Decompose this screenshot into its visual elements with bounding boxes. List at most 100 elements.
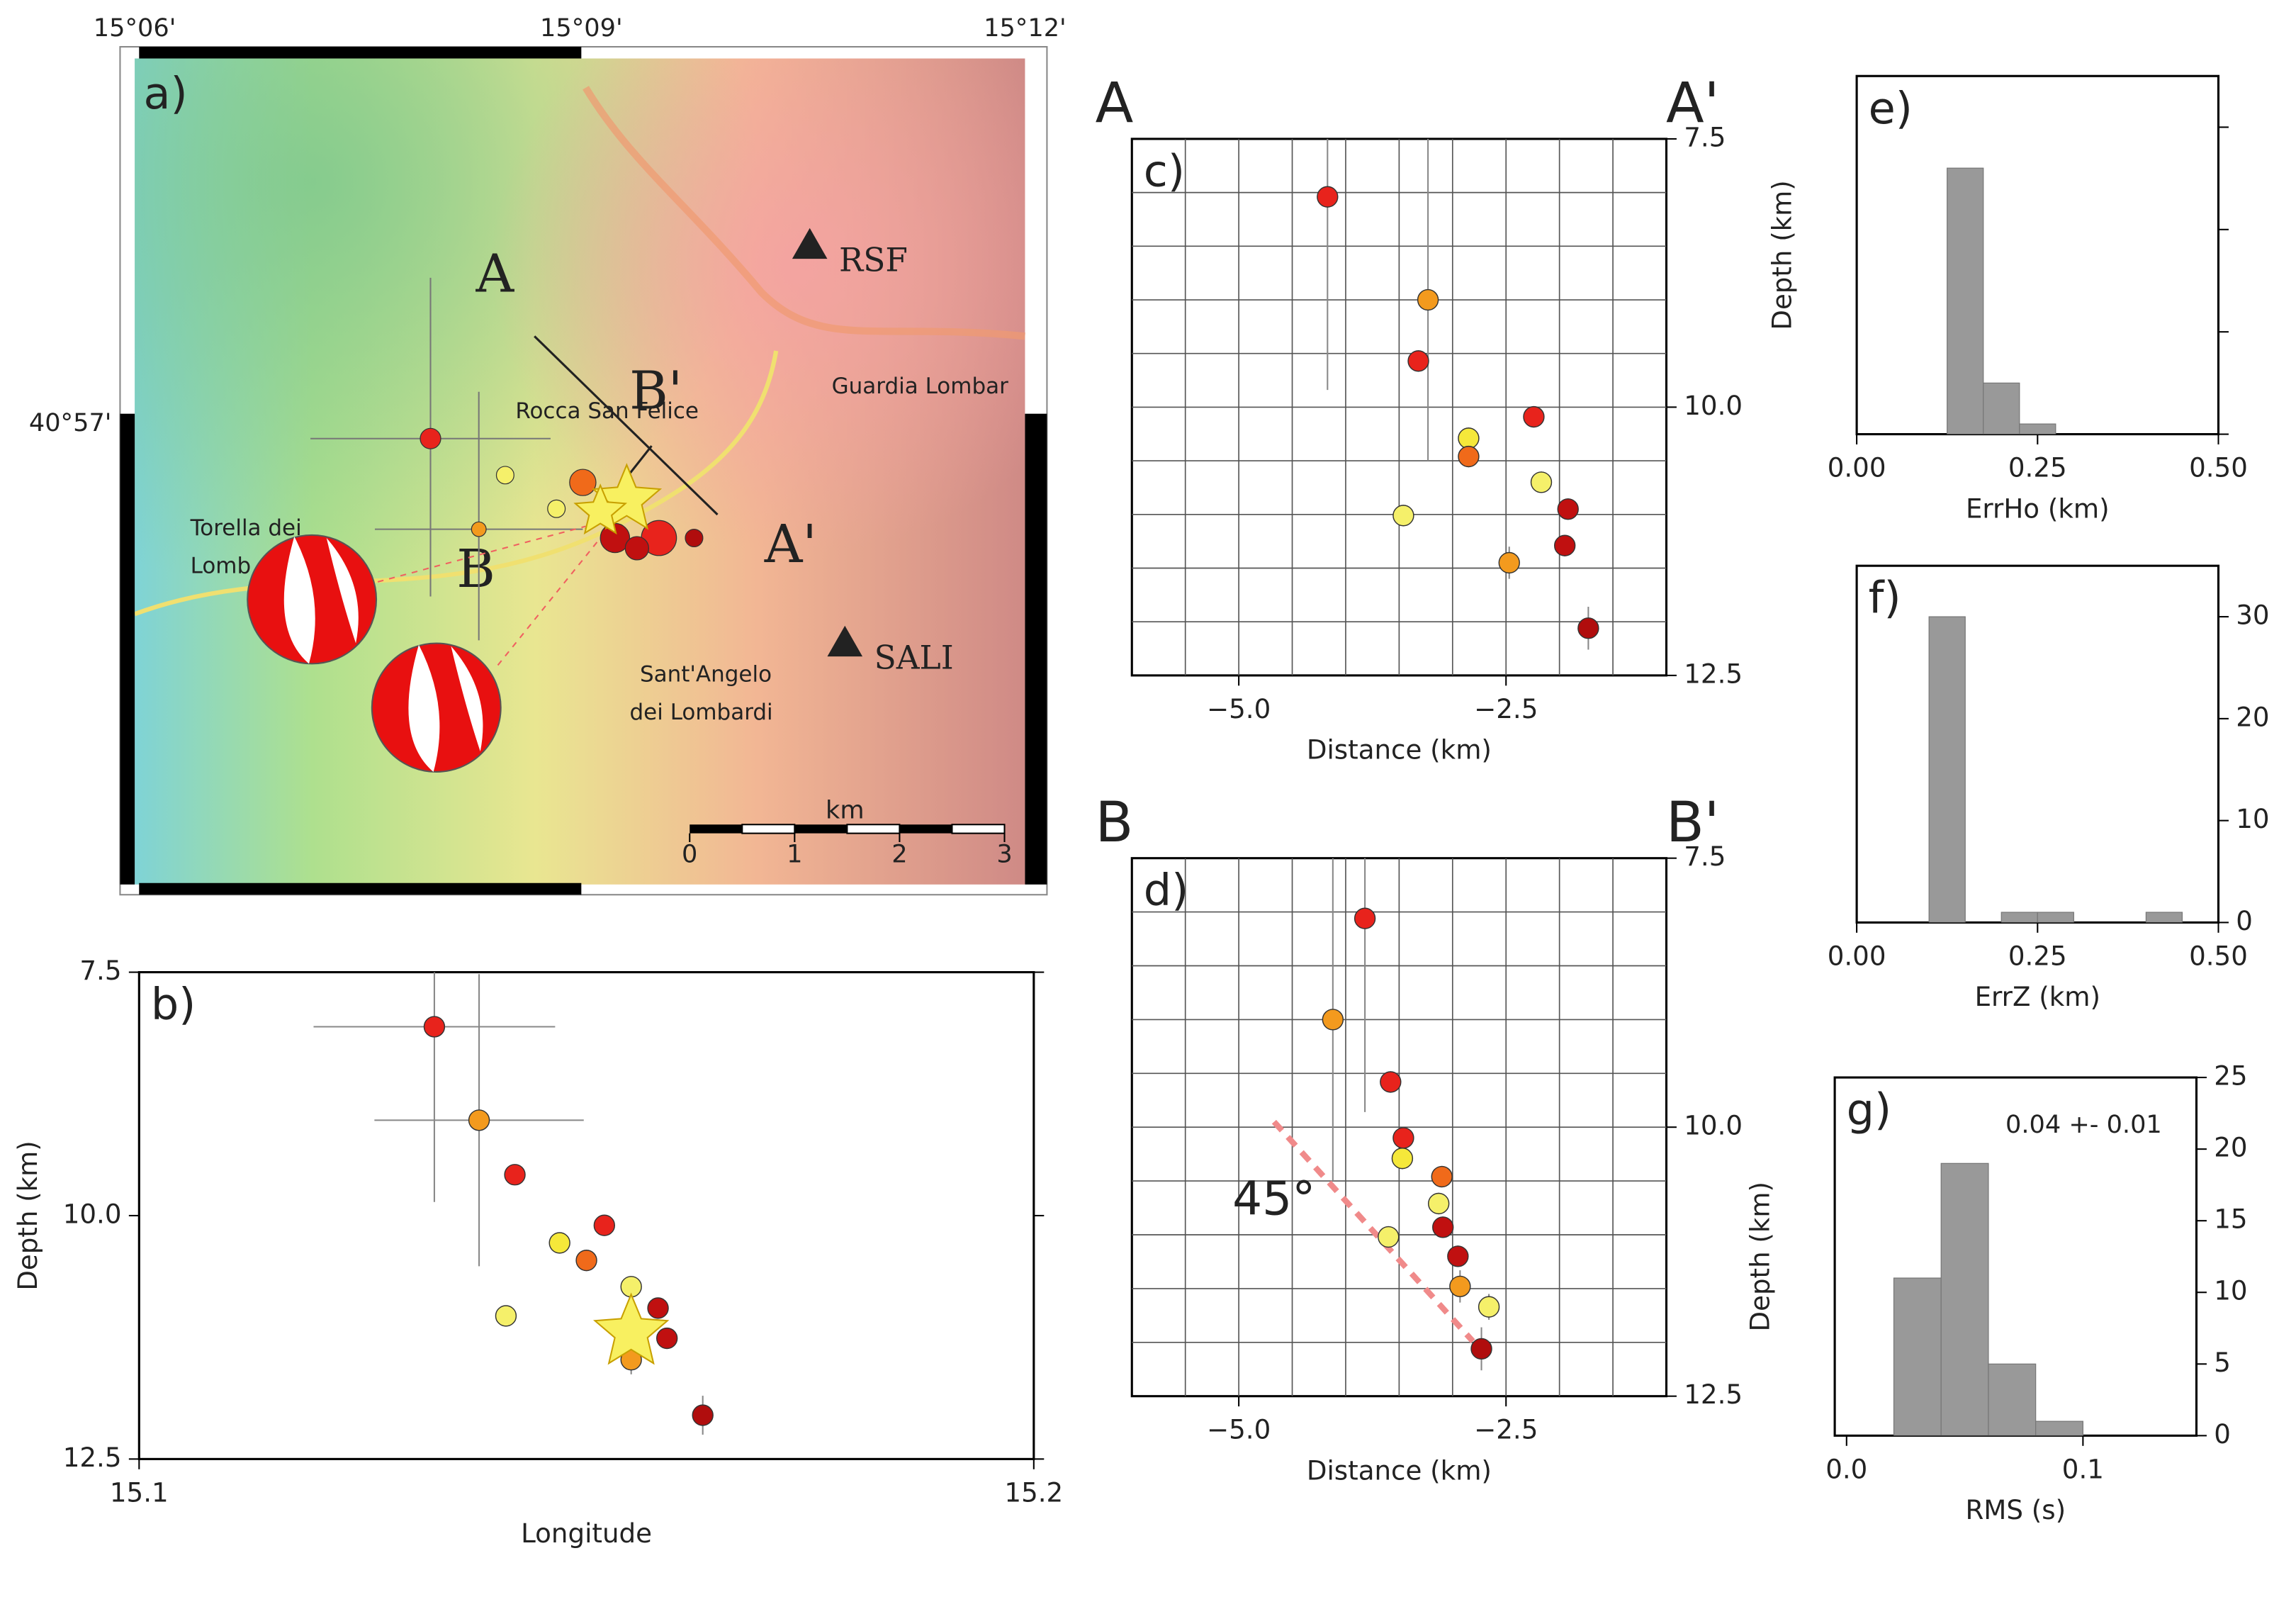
event-point	[548, 1232, 570, 1254]
event-point	[1449, 1275, 1471, 1298]
town-label: Sant'Angelo	[640, 661, 772, 687]
event-point	[1470, 1338, 1492, 1360]
section-end: A'	[1666, 71, 1719, 135]
scale-segment	[846, 824, 901, 834]
y-tick-label: 7.5	[79, 955, 121, 986]
x-axis-label: RMS (s)	[1965, 1495, 2066, 1525]
scale-segment	[794, 824, 848, 834]
lon-tick-label: 15°12'	[984, 13, 1067, 43]
epicentre	[495, 466, 514, 485]
beachball-white	[451, 646, 483, 752]
section-end: B'	[1666, 790, 1719, 855]
y-tick-label: 25	[2214, 1061, 2247, 1092]
event-point	[1391, 1148, 1414, 1170]
y-tick-label: 10.0	[63, 1199, 122, 1229]
event-point	[1458, 427, 1480, 449]
scale-segment	[899, 824, 952, 834]
x-tick-label: 0.00	[1828, 453, 1886, 483]
x-axis-label: ErrHo (km)	[1966, 493, 2110, 524]
section-label: B	[456, 538, 495, 600]
x-tick-label: 15.2	[1004, 1477, 1063, 1508]
town-label: Rocca San Felice	[515, 398, 699, 424]
y-tick-label: 30	[2236, 600, 2269, 631]
event-point	[1407, 350, 1429, 372]
beachball-white	[283, 536, 315, 664]
event-point	[1577, 617, 1599, 639]
x-tick-label: 0.50	[2189, 453, 2248, 483]
x-tick-label: 0.25	[2008, 453, 2067, 483]
plot-area	[1855, 564, 2220, 924]
scale-segment	[951, 824, 1006, 834]
x-tick-label: −2.5	[1474, 1415, 1538, 1445]
station-marker	[792, 228, 828, 259]
lon-tick-label: 15°09'	[540, 13, 623, 43]
town-label: dei Lombardi	[630, 700, 773, 725]
x-axis-label: Distance (km)	[1307, 1455, 1492, 1486]
scale-tick-label: 2	[891, 840, 907, 869]
event-point	[1380, 1071, 1402, 1093]
plot-layer	[1947, 167, 2056, 435]
histogram-bar	[2145, 912, 2183, 923]
plot-layer	[1928, 616, 2183, 923]
section-label: A	[475, 242, 515, 304]
event-point	[423, 1016, 446, 1038]
y-tick-label: 7.5	[1684, 841, 1726, 872]
event-point	[1354, 907, 1376, 929]
event-point	[1432, 1216, 1454, 1238]
event-point	[1417, 288, 1439, 311]
town-label: Guardia Lombar	[832, 374, 1008, 399]
x-tick-label: 0.25	[2008, 941, 2067, 971]
x-tick-label: −5.0	[1207, 694, 1271, 724]
x-axis-label: ErrZ (km)	[1975, 982, 2100, 1012]
station-label: RSF	[839, 242, 908, 279]
plot-layer	[1317, 138, 1599, 650]
x-axis-label: Longitude	[521, 1518, 652, 1549]
epicentre	[685, 529, 704, 547]
x-tick-label: 15.1	[110, 1477, 169, 1508]
x-tick-label: −2.5	[1474, 694, 1538, 724]
plot-area	[1855, 74, 2220, 436]
y-tick-label: 0	[2214, 1419, 2231, 1450]
section-label: A'	[764, 513, 817, 575]
event-point	[593, 1214, 616, 1236]
epicentre	[420, 427, 441, 449]
station-label: SALI	[874, 639, 954, 677]
histogram-bar	[1928, 616, 1966, 923]
event-point	[1392, 505, 1414, 527]
scale-tick-label: 3	[996, 840, 1012, 869]
map-frame-left	[120, 413, 135, 885]
y-tick-label: 5	[2214, 1347, 2231, 1378]
plot-layer	[1271, 858, 1500, 1371]
event-point	[1317, 186, 1339, 208]
event-point	[1553, 534, 1576, 556]
y-tick-label: 15	[2214, 1204, 2247, 1235]
event-point	[1523, 405, 1545, 428]
town-label: Lomb	[191, 554, 252, 579]
event-point	[692, 1404, 714, 1426]
river	[583, 86, 1025, 340]
section-label: B'	[629, 359, 682, 421]
section-start: B	[1096, 790, 1134, 855]
annotation: 45°	[1232, 1171, 1315, 1226]
histogram-bar	[1893, 1277, 1942, 1436]
event-point	[1392, 1127, 1414, 1149]
lat-tick-label: 40°57'	[29, 408, 112, 437]
town-label: Torella dei	[190, 515, 302, 541]
section-start: A	[1096, 71, 1134, 135]
event-point	[1498, 551, 1520, 574]
station-marker	[827, 625, 863, 657]
y-axis-label: Depth (km)	[1767, 180, 1797, 330]
y-tick-label: 10	[2214, 1276, 2247, 1306]
scale-segment	[690, 824, 743, 834]
panel-label: e)	[1869, 83, 1913, 134]
event-point	[1378, 1226, 1400, 1248]
y-axis-label: Depth (km)	[1745, 1182, 1775, 1331]
histogram-bar	[2035, 1420, 2083, 1436]
plot-area	[137, 971, 1035, 1460]
beachball-link	[377, 525, 586, 583]
y-tick-label: 10	[2236, 804, 2269, 834]
panel-label: a)	[144, 68, 188, 119]
y-tick-label: 10.0	[1684, 1111, 1743, 1141]
panel-label: g)	[1847, 1085, 1892, 1136]
map-frame-bottom	[139, 882, 582, 895]
